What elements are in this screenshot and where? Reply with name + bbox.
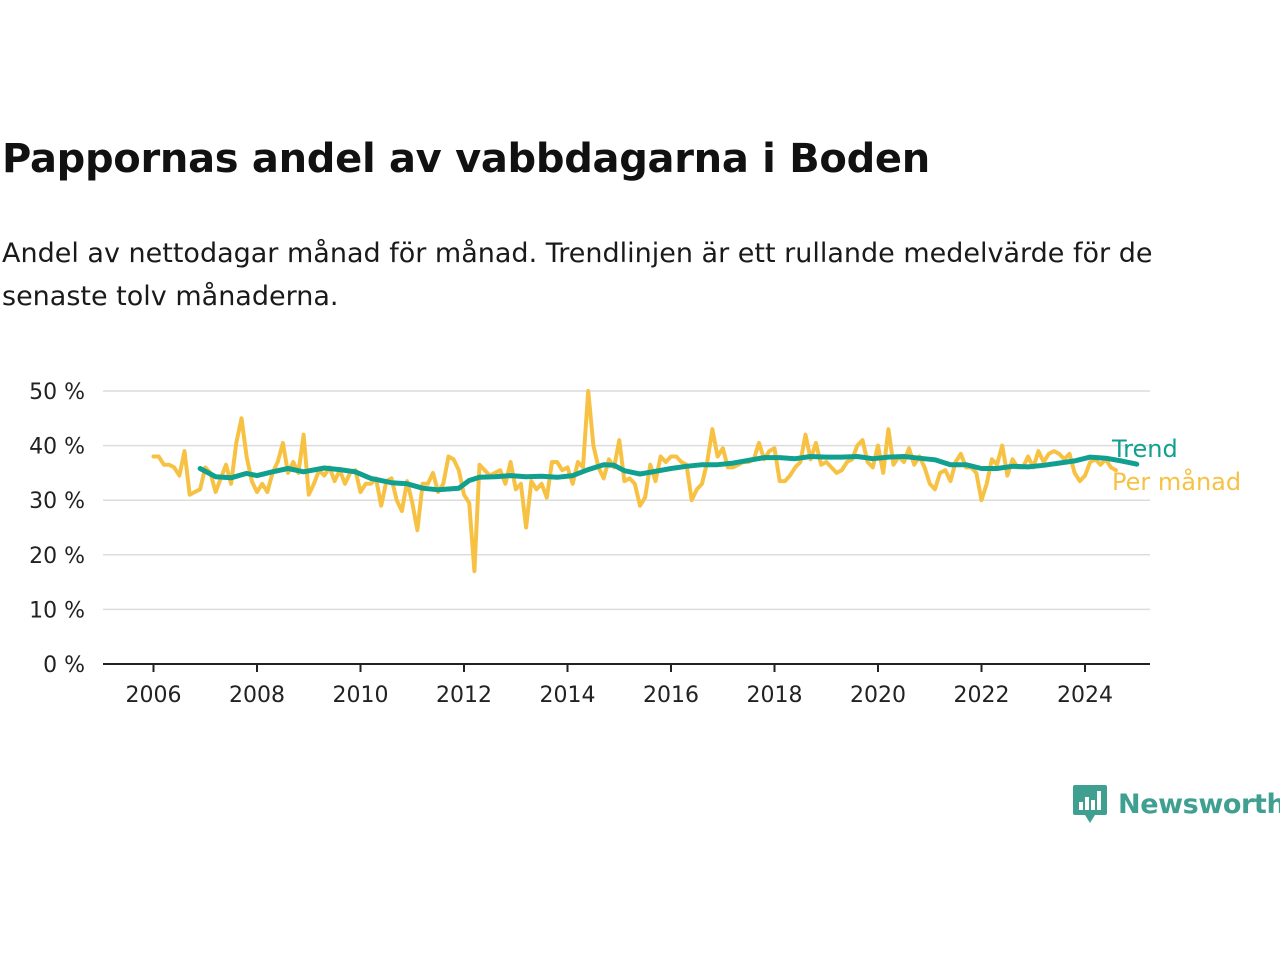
x-tick-label: 2014 [540, 683, 596, 708]
x-axis: 2006 2008 2010 2012 2014 2016 2018 2020 2022 2024 [103, 663, 1150, 708]
y-axis-tick-labels: 0 % 10 % 20 % 30 % 40 % 50 % [29, 380, 85, 678]
x-tick-label: 2018 [747, 683, 803, 708]
chart-title: Pappornas andel av vabbdagarna i Boden [2, 136, 930, 182]
legend: Per månad Trend [1111, 435, 1241, 496]
newsworthy-logo: Newsworthy [1072, 784, 1280, 824]
gridlines [103, 390, 1150, 611]
chat-bar-chart-icon [1073, 785, 1107, 823]
x-tick-label: 2006 [126, 683, 182, 708]
legend-label-trend: Trend [1111, 435, 1178, 463]
line-chart: 0 % 10 % 20 % 30 % 40 % 50 % 2006 2008 2010 2012… [29, 380, 1241, 708]
series-lines [151, 389, 1140, 574]
x-tick-label: 2024 [1057, 683, 1113, 708]
logo-text: Newsworthy [1118, 788, 1280, 820]
y-tick-label: 10 % [29, 598, 85, 623]
y-tick-label: 50 % [29, 380, 85, 405]
y-tick-label: 30 % [29, 489, 85, 514]
x-tick-label: 2016 [643, 683, 699, 708]
trend-series-line [197, 454, 1140, 493]
x-tick-label: 2012 [436, 683, 492, 708]
legend-label-monthly: Per månad [1112, 467, 1241, 496]
y-tick-label: 20 % [29, 544, 85, 569]
y-tick-label: 40 % [29, 435, 85, 460]
monthly-series-line [151, 389, 1118, 574]
x-tick-label: 2008 [229, 683, 285, 708]
chart-subtitle: Andel av nettodagar månad för månad. Tre… [2, 238, 1153, 312]
x-tick-label: 2022 [954, 683, 1010, 708]
x-tick-label: 2020 [850, 683, 906, 708]
y-tick-label: 0 % [43, 653, 85, 678]
x-tick-label: 2010 [333, 683, 389, 708]
